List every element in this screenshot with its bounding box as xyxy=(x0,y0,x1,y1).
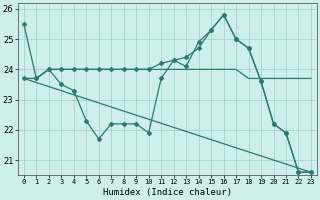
X-axis label: Humidex (Indice chaleur): Humidex (Indice chaleur) xyxy=(103,188,232,197)
